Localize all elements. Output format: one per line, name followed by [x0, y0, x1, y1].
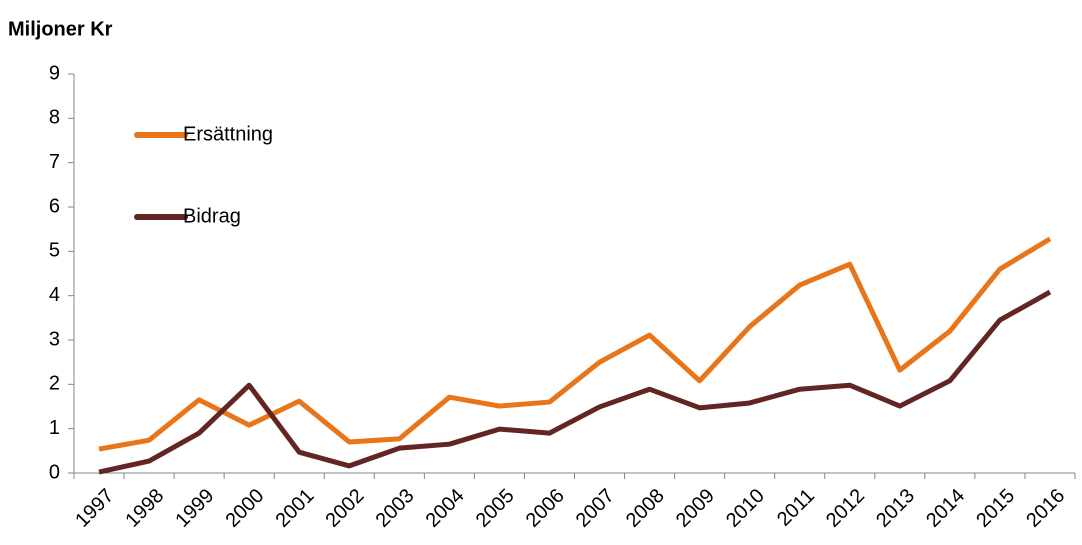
y-tick-label: 4 [49, 284, 60, 306]
line-series [98, 289, 1052, 475]
y-tick-label: 0 [49, 461, 60, 483]
x-tick-label: 1998 [121, 485, 168, 532]
y-tick-label: 8 [49, 107, 60, 129]
legend-label: Ersättning [183, 123, 273, 145]
x-tick-label: 2012 [822, 485, 869, 532]
x-tick-label: 2016 [1022, 485, 1069, 532]
x-tick-label: 1997 [71, 485, 118, 532]
chart-title: Miljoner Kr [8, 18, 113, 40]
y-tick-label: 3 [49, 328, 60, 350]
y-tick-label: 5 [49, 240, 60, 262]
x-tick-label: 2014 [922, 485, 969, 532]
legend-label: Bidrag [183, 205, 241, 227]
x-tick-label: 2011 [773, 485, 819, 531]
y-tick-label: 7 [49, 151, 60, 173]
x-tick-label: 2006 [522, 485, 569, 532]
x-tick-label: 2002 [322, 485, 369, 532]
x-tick-label: 1999 [171, 485, 218, 532]
x-tick-label: 2015 [972, 485, 1019, 532]
x-tick-label: 2001 [271, 485, 318, 532]
x-tick-label: 2004 [422, 485, 469, 532]
x-tick-label: 2003 [372, 485, 419, 532]
y-tick-label: 6 [49, 195, 60, 217]
y-tick-label: 2 [49, 373, 60, 395]
y-tick-label: 1 [49, 417, 60, 439]
x-tick-label: 2008 [622, 485, 669, 532]
x-tick-label: 2005 [472, 485, 519, 532]
y-tick-label: 9 [49, 62, 60, 84]
x-tick-label: 2010 [722, 485, 769, 532]
line-series [98, 236, 1052, 452]
x-tick-label: 2007 [572, 485, 619, 532]
x-tick-label: 2009 [672, 485, 719, 532]
x-tick-label: 2013 [872, 485, 919, 532]
x-tick-label: 2000 [221, 485, 268, 532]
